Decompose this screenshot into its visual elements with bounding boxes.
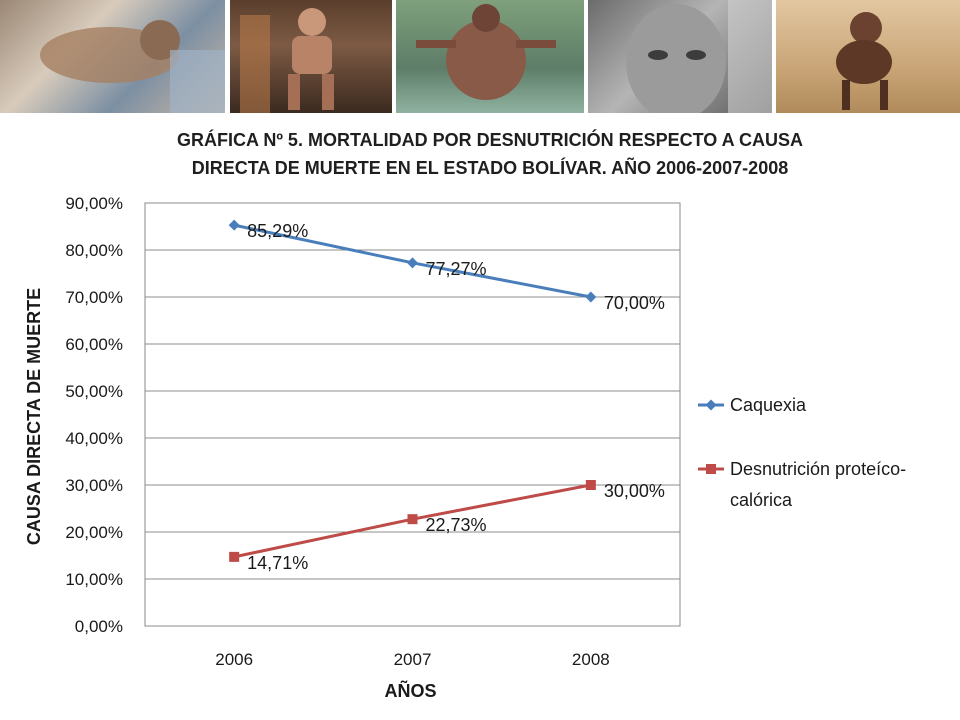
series-1-point (228, 219, 240, 231)
legend-label: Caquexia (730, 395, 807, 415)
series-1-point (407, 257, 418, 269)
chart-title: GRÁFICA Nº 5. MORTALIDAD POR DESNUTRICIÓ… (100, 126, 880, 182)
data-label: 22,73% (426, 515, 487, 535)
photo-elderly-man (230, 0, 392, 113)
y-tick-label: 50,00% (65, 382, 123, 401)
data-label: 30,00% (604, 481, 665, 501)
series-1-point (585, 291, 597, 303)
photo-child-back (396, 0, 584, 113)
photo-strip (0, 0, 960, 113)
y-tick-label: 90,00% (65, 194, 123, 213)
y-tick-label: 20,00% (65, 523, 123, 542)
data-label: 14,71% (247, 553, 308, 573)
y-tick-label: 70,00% (65, 288, 123, 307)
photo-child-crouching (776, 0, 960, 113)
y-axis-title: CAUSA DIRECTA DE MUERTE (24, 288, 44, 545)
y-tick-label: 10,00% (65, 570, 123, 589)
series-2-point (585, 480, 596, 490)
legend-marker (705, 399, 717, 411)
chart-title-line-2: DIRECTA DE MUERTE EN EL ESTADO BOLÍVAR. … (191, 158, 789, 178)
legend-label: calórica (730, 490, 793, 510)
series-2-point (407, 514, 418, 525)
data-label: 85,29% (247, 221, 308, 241)
y-tick-label: 40,00% (65, 429, 123, 448)
legend-marker (706, 464, 716, 474)
chart-title-line-1: GRÁFICA Nº 5. MORTALIDAD POR DESNUTRICIÓ… (177, 130, 803, 150)
x-tick-label: 2008 (572, 650, 610, 669)
photo-elderly-woman (588, 0, 772, 113)
legend-label: Desnutrición proteíco- (730, 459, 906, 479)
y-tick-label: 60,00% (65, 335, 123, 354)
data-label: 77,27% (426, 259, 487, 279)
x-tick-label: 2006 (215, 650, 253, 669)
y-tick-label: 30,00% (65, 476, 123, 495)
data-label: 70,00% (604, 293, 665, 313)
photo-child-hospital (0, 0, 225, 113)
y-tick-label: 0,00% (75, 617, 123, 636)
x-axis-title: AÑOS (384, 680, 436, 701)
series-2-point (229, 551, 240, 562)
x-tick-label: 2007 (394, 650, 432, 669)
y-tick-label: 80,00% (65, 241, 123, 260)
